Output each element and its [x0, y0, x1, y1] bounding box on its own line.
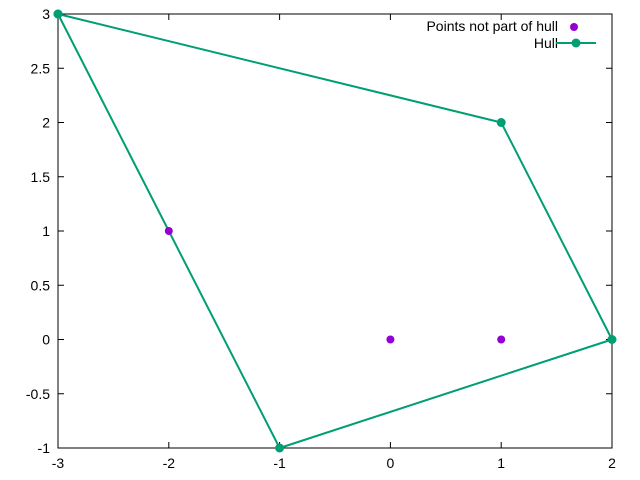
- hull-line: [57, 13, 613, 449]
- y-tick-label: 1: [42, 223, 50, 239]
- x-tick-label: -1: [273, 455, 286, 471]
- legend-label-hull: Hull: [534, 35, 558, 51]
- x-tick-label: 1: [497, 455, 505, 471]
- plot-frame: [57, 13, 613, 449]
- y-tick-label: 1.5: [31, 169, 51, 185]
- interior-point: [164, 227, 173, 235]
- hull-point: [607, 335, 617, 344]
- y-tick-label: -0.5: [26, 386, 50, 402]
- legend-label-points: Points not part of hull: [426, 18, 558, 34]
- legend: Points not part of hull Hull: [426, 18, 596, 51]
- hull-point: [496, 118, 506, 127]
- axes: -3 -2 -1 0 1 2 -1 -0.5 0 0.5 1 1.5 2 2.5 3: [26, 6, 616, 471]
- y-tick-label: -1: [38, 440, 51, 456]
- y-tick-label: 2: [42, 115, 50, 131]
- x-tick-label: 0: [387, 455, 395, 471]
- y-tick-label: 3: [42, 6, 50, 22]
- interior-point: [497, 335, 506, 344]
- hull-point: [53, 9, 63, 19]
- y-tick-label: 0.5: [31, 277, 51, 293]
- plot-series: [53, 9, 617, 453]
- legend-marker-hull: [571, 38, 581, 48]
- x-tick-label: -2: [163, 455, 176, 471]
- legend-marker-points: [570, 23, 578, 31]
- hull-point: [275, 443, 285, 453]
- x-tick-label: 2: [608, 455, 616, 471]
- y-tick-label: 2.5: [31, 60, 51, 76]
- interior-point: [386, 335, 395, 344]
- x-tick-label: -3: [52, 455, 65, 471]
- y-tick-label: 0: [42, 332, 50, 348]
